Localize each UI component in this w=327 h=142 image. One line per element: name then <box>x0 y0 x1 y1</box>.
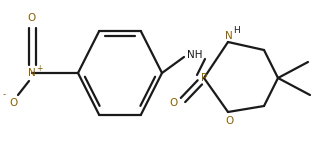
Text: +: + <box>36 63 42 73</box>
Text: O: O <box>225 116 233 126</box>
Text: NH: NH <box>187 50 203 60</box>
Text: -: - <box>2 90 6 100</box>
Text: O: O <box>10 98 18 108</box>
Text: O: O <box>169 98 177 108</box>
Text: P: P <box>201 73 207 83</box>
Text: N: N <box>225 31 233 41</box>
Text: N: N <box>28 68 36 78</box>
Text: H: H <box>233 26 240 35</box>
Text: O: O <box>28 13 36 23</box>
